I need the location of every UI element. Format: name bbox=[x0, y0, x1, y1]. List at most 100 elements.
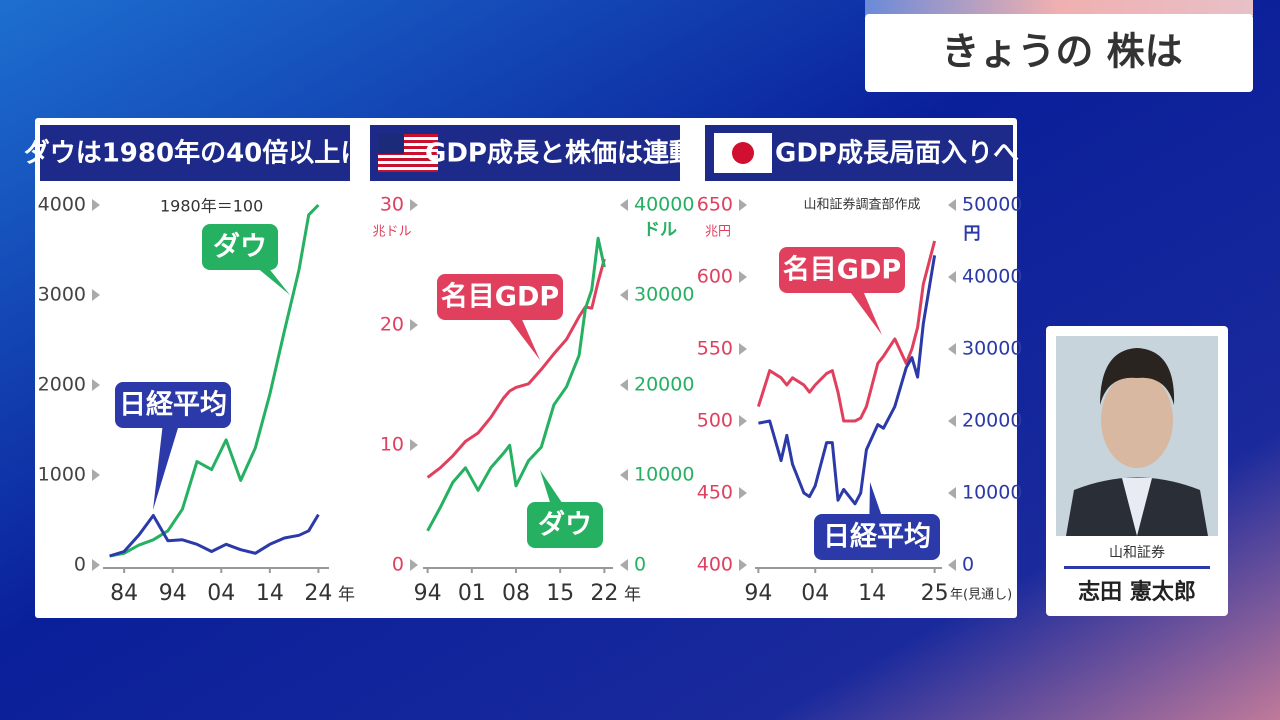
y2-tick-mark bbox=[948, 199, 956, 211]
y-unit: 兆ドル bbox=[372, 225, 411, 240]
y2-tick-mark bbox=[620, 559, 628, 571]
legend-label: 名目GDP bbox=[441, 281, 559, 313]
y-tick-label: 500 bbox=[697, 410, 733, 432]
y2-unit: ドル bbox=[643, 220, 677, 240]
y2-tick-mark bbox=[620, 289, 628, 301]
y2-tick-label: 20000 bbox=[634, 374, 694, 396]
y2-tick-mark bbox=[948, 559, 956, 571]
y-tick-label: 10 bbox=[380, 434, 404, 456]
y-tick-label: 2000 bbox=[38, 374, 86, 396]
x-unit: 年 bbox=[338, 585, 355, 605]
x-tick-label: 84 bbox=[110, 581, 138, 606]
y-tick-label: 4000 bbox=[38, 194, 86, 216]
y2-tick-label: 30000 bbox=[962, 338, 1022, 360]
y-tick-label: 1000 bbox=[38, 464, 86, 486]
chart-title: GDP成長と株価は連動 bbox=[425, 139, 695, 169]
x-unit: 年 bbox=[624, 585, 641, 605]
header-title: きょうの 株は bbox=[941, 30, 1182, 74]
y-tick-mark bbox=[92, 379, 100, 391]
series-line bbox=[758, 255, 937, 506]
y-tick-mark bbox=[739, 415, 747, 427]
y-tick-mark bbox=[410, 439, 418, 451]
y-tick-mark bbox=[410, 319, 418, 331]
y-tick-label: 400 bbox=[697, 554, 733, 576]
person-company: 山和証券 bbox=[1109, 545, 1165, 561]
x-tick-label: 94 bbox=[744, 581, 772, 606]
header-strip bbox=[865, 0, 1253, 16]
y-tick-label: 0 bbox=[74, 554, 86, 576]
callout-box bbox=[527, 502, 603, 548]
legend-label: 日経平均 bbox=[823, 521, 931, 553]
y2-tick-label: 0 bbox=[634, 554, 646, 576]
y-tick-mark bbox=[92, 559, 100, 571]
y-tick-label: 450 bbox=[697, 482, 733, 504]
series-line bbox=[109, 203, 320, 558]
y-tick-label: 20 bbox=[380, 314, 404, 336]
legend-label: ダウ bbox=[538, 509, 592, 541]
y2-unit: 円 bbox=[964, 224, 981, 244]
callout-pointer bbox=[153, 405, 185, 510]
y-tick-label: 650 bbox=[697, 194, 733, 216]
y-tick-mark bbox=[739, 559, 747, 571]
chart-title: GDP成長局面入りへ bbox=[775, 139, 1019, 169]
y2-tick-label: 40000 bbox=[962, 266, 1022, 288]
callout-box bbox=[814, 514, 940, 560]
y-tick-label: 30 bbox=[380, 194, 404, 216]
y2-tick-label: 10000 bbox=[634, 464, 694, 486]
chart-note: 山和証券調査部作成 bbox=[803, 197, 920, 213]
callout-box bbox=[202, 224, 278, 270]
us-flag bbox=[378, 134, 438, 172]
y2-tick-mark bbox=[948, 415, 956, 427]
y-tick-mark bbox=[739, 271, 747, 283]
chart-panel bbox=[35, 118, 1017, 618]
y2-tick-mark bbox=[948, 271, 956, 283]
y-tick-label: 0 bbox=[392, 554, 404, 576]
y-tick-mark bbox=[92, 469, 100, 481]
x-tick-label: 14 bbox=[256, 581, 284, 606]
x-tick-label: 08 bbox=[502, 581, 530, 606]
y-tick-mark bbox=[92, 289, 100, 301]
chart-title: ダウは1980年の40倍以上に bbox=[24, 138, 367, 169]
x-tick-label: 94 bbox=[414, 581, 442, 606]
divider bbox=[1064, 566, 1210, 569]
y2-tick-label: 20000 bbox=[962, 410, 1022, 432]
x-tick-label: 15 bbox=[546, 581, 574, 606]
legend-label: ダウ bbox=[213, 231, 267, 263]
y2-tick-label: 30000 bbox=[634, 284, 694, 306]
series-line bbox=[109, 513, 320, 558]
callout-box bbox=[779, 247, 905, 293]
x-tick-label: 22 bbox=[590, 581, 618, 606]
header-box bbox=[865, 14, 1253, 92]
callout-box bbox=[437, 274, 563, 320]
x-unit: 年(見通し) bbox=[950, 588, 1012, 603]
x-tick-label: 14 bbox=[858, 581, 886, 606]
chart-note: 1980年＝100 bbox=[160, 197, 263, 216]
x-tick-label: 04 bbox=[801, 581, 829, 606]
legend-label: 日経平均 bbox=[119, 389, 227, 421]
japan-flag bbox=[714, 133, 772, 173]
legend-label: 名目GDP bbox=[783, 254, 901, 286]
x-tick-label: 25 bbox=[921, 581, 949, 606]
y-tick-label: 550 bbox=[697, 338, 733, 360]
x-tick-label: 01 bbox=[458, 581, 486, 606]
y-unit: 兆円 bbox=[705, 225, 731, 240]
x-tick-label: 04 bbox=[207, 581, 235, 606]
y2-tick-label: 0 bbox=[962, 554, 974, 576]
person-photo bbox=[1056, 336, 1218, 536]
y2-tick-mark bbox=[948, 487, 956, 499]
y2-tick-mark bbox=[620, 469, 628, 481]
y2-tick-mark bbox=[948, 343, 956, 355]
y-tick-mark bbox=[92, 199, 100, 211]
y-tick-mark bbox=[410, 559, 418, 571]
title-box bbox=[40, 125, 350, 181]
series-line bbox=[426, 236, 606, 532]
person-name: 志田 憲太郎 bbox=[1078, 579, 1196, 605]
y2-tick-label: 50000 bbox=[962, 194, 1022, 216]
y2-tick-label: 40000 bbox=[634, 194, 694, 216]
x-tick-label: 24 bbox=[304, 581, 332, 606]
y-tick-mark bbox=[739, 199, 747, 211]
x-tick-label: 94 bbox=[159, 581, 187, 606]
y-tick-mark bbox=[739, 487, 747, 499]
y-tick-mark bbox=[739, 343, 747, 355]
